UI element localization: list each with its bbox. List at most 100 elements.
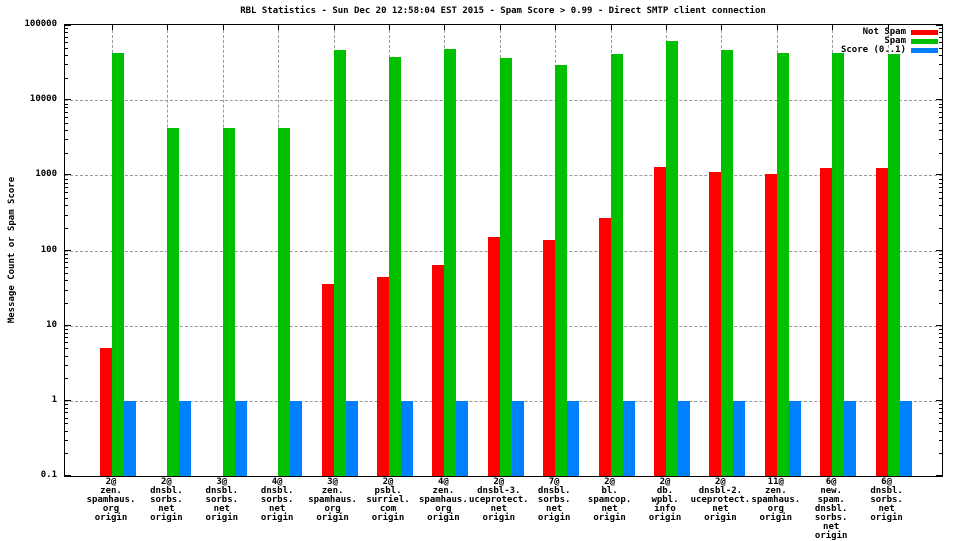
x-label-line: net (878, 504, 895, 514)
y-minor-tick (939, 192, 942, 193)
x-label-line: 2@ (493, 477, 505, 487)
x-label-line: org (767, 504, 784, 514)
y-tick-label: 1000 (35, 169, 57, 180)
y-minor-tick (65, 280, 68, 282)
y-minor-tick (65, 77, 68, 79)
x-label-line: uceprotect. (468, 495, 529, 505)
x-label-line: spam. (817, 495, 845, 505)
x-tick (112, 25, 113, 30)
x-label-line: dnsbl. (870, 486, 903, 496)
y-minor-tick (939, 205, 942, 207)
x-category-label: 6@ new. spam. dnsbl. sorbs. net origin (791, 478, 871, 541)
y-minor-tick (939, 273, 942, 275)
bar-spam-11 (666, 40, 678, 476)
y-minor-tick (939, 348, 942, 350)
bar-score-7 (456, 400, 469, 476)
y-minor-tick (939, 152, 942, 154)
bar-not-spam-14 (820, 168, 833, 476)
x-label-line: 2@ (105, 477, 117, 487)
y-minor-tick (939, 342, 942, 344)
x-label-line: net (601, 504, 618, 514)
y-minor-tick (65, 348, 68, 350)
bar-score-6 (401, 400, 413, 476)
x-category-label: 3@ dnsbl. sorbs. net origin (182, 478, 262, 523)
x-label-line: wpbl. (651, 495, 679, 505)
y-axis-tick-labels: 100000 10000 1000 100 10 1 0.1 (0, 19, 57, 480)
x-label-line: org (324, 504, 341, 514)
y-minor-tick (65, 267, 68, 269)
x-label-line: spamhaus. (308, 495, 357, 505)
x-label-line: dnsbl. (537, 486, 571, 496)
y-minor-tick (939, 329, 942, 331)
x-label-line: sorbs. (814, 513, 848, 523)
x-label-line: net (213, 504, 230, 514)
bar-not-spam-12 (709, 172, 722, 476)
y-minor-tick (65, 130, 68, 132)
x-label-line: 6@ (881, 477, 893, 487)
bar-spam-14 (832, 53, 845, 476)
x-category-label: 7@ dnsbl. sorbs. net origin (514, 478, 594, 523)
x-tick (389, 25, 390, 30)
y-minor-tick (65, 227, 68, 229)
y-minor-tick (939, 378, 942, 380)
x-category-label: 3@ zen. spamhaus. org origin (293, 478, 373, 523)
y-major-tick (65, 99, 71, 101)
chart-title: RBL Statistics - Sun Dec 20 12:58:04 EST… (240, 6, 766, 16)
bar-not-spam-7 (432, 264, 445, 476)
x-category-label: 11@ zen. spamhaus. org origin (736, 478, 816, 523)
y-minor-tick (939, 197, 942, 199)
bar-score-1 (124, 400, 136, 476)
x-label-line: zen. (100, 486, 122, 496)
x-label-line: bl. (601, 486, 618, 496)
x-tick (610, 25, 612, 30)
plot-area: Not Spam Spam Score (0..1) (64, 24, 943, 477)
x-tick (887, 25, 889, 30)
y-minor-tick (65, 54, 68, 56)
x-label-line: dnsbl. (260, 486, 294, 496)
bar-spam-9 (555, 65, 568, 476)
x-tick (499, 25, 501, 30)
x-label-line: 2@ (160, 477, 172, 487)
y-minor-tick (65, 107, 68, 109)
x-label-line: origin (316, 513, 349, 523)
bar-not-spam-11 (654, 166, 666, 476)
x-category-label: 2@ db. wpbl. info origin (625, 478, 705, 523)
x-tick (444, 25, 446, 30)
x-label-line: spamhaus. (751, 495, 801, 505)
y-minor-tick (65, 355, 68, 357)
x-label-line: com (379, 504, 397, 514)
x-category-label: 4@ zen. spamhaus. org origin (403, 478, 483, 523)
bar-spam-2 (167, 128, 180, 476)
y-major-tick (65, 25, 71, 26)
y-minor-tick (65, 337, 68, 339)
y-major-tick (936, 399, 942, 401)
x-label-line: origin (593, 513, 626, 523)
bar-score-15 (899, 400, 912, 476)
x-label-line: 3@ (216, 477, 228, 487)
y-minor-tick (939, 32, 942, 34)
x-label-line: 2@ (604, 477, 616, 487)
bar-spam-15 (887, 54, 900, 476)
x-label-line: uceprotect. (690, 495, 751, 505)
y-minor-tick (939, 412, 942, 414)
y-minor-tick (65, 192, 68, 193)
bar-score-2 (179, 400, 192, 476)
bar-spam-12 (721, 49, 734, 476)
x-label-line: net (712, 504, 729, 514)
bar-spam-1 (112, 53, 124, 476)
y-major-tick (936, 475, 942, 476)
x-label-line: spamhaus. (419, 495, 468, 505)
y-minor-tick (939, 267, 942, 269)
x-label-line: 6@ (825, 477, 837, 487)
x-label-line: dnsbl-3. (477, 486, 521, 496)
y-minor-tick (939, 253, 942, 255)
x-tick (776, 25, 778, 30)
legend-label: Not Spam (862, 27, 906, 37)
y-minor-tick (65, 417, 68, 419)
y-minor-tick (65, 182, 68, 184)
y-tick-label: 100 (40, 244, 57, 255)
x-label-line: net (490, 504, 507, 514)
y-minor-tick (939, 257, 942, 259)
x-label-line: origin (427, 513, 460, 523)
y-tick-label: 1 (51, 394, 57, 405)
